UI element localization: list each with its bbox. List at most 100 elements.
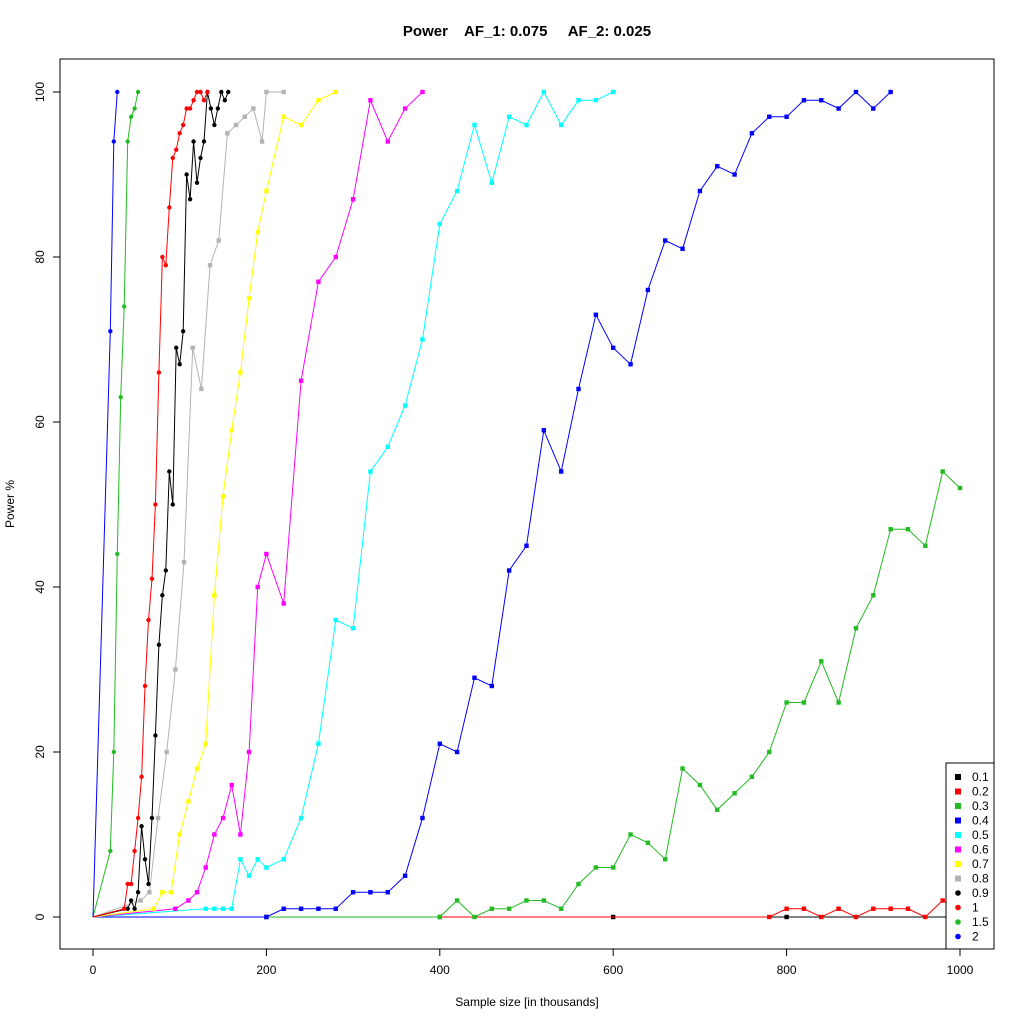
data-point	[732, 791, 737, 796]
data-point	[454, 898, 460, 903]
data-point	[402, 403, 408, 408]
data-point	[281, 857, 286, 862]
data-point	[255, 584, 260, 590]
x-tick-label: 400	[430, 963, 450, 977]
data-point	[888, 906, 893, 911]
data-point	[593, 98, 599, 103]
data-point	[156, 370, 162, 375]
data-point	[663, 857, 668, 862]
data-point	[489, 683, 495, 689]
data-point	[142, 857, 148, 862]
data-point	[139, 774, 144, 779]
data-point	[333, 906, 338, 911]
data-point	[316, 98, 321, 103]
data-point	[437, 221, 442, 227]
data-point	[663, 238, 668, 243]
data-point	[558, 469, 564, 474]
data-point	[225, 131, 230, 136]
data-point	[593, 312, 599, 317]
data-point	[238, 832, 243, 837]
data-point	[229, 782, 234, 788]
data-point	[836, 906, 841, 911]
data-point	[187, 106, 193, 111]
data-point	[186, 898, 191, 903]
data-point	[203, 865, 208, 870]
data-point	[203, 906, 208, 911]
y-tick-label: 20	[33, 745, 47, 759]
data-point	[173, 906, 178, 911]
data-point	[191, 139, 196, 144]
data-point	[576, 386, 581, 392]
data-point	[259, 139, 265, 144]
data-point	[402, 106, 408, 111]
data-point	[163, 568, 169, 573]
data-point	[853, 914, 859, 920]
data-point	[170, 502, 175, 507]
data-point	[819, 659, 824, 664]
series-line	[92, 91, 118, 918]
data-point	[558, 122, 564, 128]
data-point	[246, 296, 252, 301]
data-point	[524, 543, 529, 548]
data-point	[680, 766, 685, 771]
data-point	[190, 345, 195, 350]
data-point	[350, 890, 356, 895]
data-point	[194, 766, 200, 771]
data-point	[281, 89, 286, 95]
data-point	[767, 914, 772, 920]
x-axis: 0 200 400 600 800 1000	[90, 948, 974, 977]
data-point	[940, 469, 945, 474]
data-point	[156, 642, 162, 647]
legend-label: 2	[972, 930, 979, 944]
data-point	[115, 551, 120, 557]
data-point	[298, 815, 304, 821]
data-point	[264, 865, 269, 870]
data-point	[167, 469, 172, 474]
data-point	[238, 857, 243, 862]
series-0-4	[93, 89, 893, 920]
legend-marker	[955, 875, 961, 882]
series-0-5	[92, 89, 616, 918]
data-point	[368, 890, 373, 895]
data-point	[135, 890, 141, 895]
data-point	[593, 865, 599, 870]
data-point	[611, 345, 616, 350]
data-point	[871, 106, 876, 111]
data-point	[298, 378, 304, 383]
data-point	[888, 527, 893, 532]
data-point	[125, 881, 130, 887]
data-point	[749, 131, 755, 136]
data-point	[923, 914, 928, 920]
series-line	[92, 91, 337, 918]
data-point	[128, 114, 134, 119]
x-tick-label: 0	[90, 963, 97, 977]
data-point	[108, 329, 113, 334]
data-point	[316, 906, 321, 911]
data-point	[541, 898, 547, 903]
data-point	[767, 114, 772, 119]
data-point	[246, 749, 252, 755]
y-tick-label: 60	[33, 415, 47, 429]
legend-label: 1	[972, 901, 979, 915]
legend-marker	[955, 788, 961, 795]
data-point	[180, 329, 186, 334]
data-point	[194, 180, 200, 185]
data-point	[184, 172, 189, 177]
series-1	[92, 89, 210, 918]
data-point	[333, 254, 338, 260]
data-point	[524, 122, 529, 128]
data-point	[191, 98, 196, 103]
data-point	[645, 287, 651, 293]
data-point	[128, 881, 134, 887]
data-point	[198, 155, 203, 161]
data-point	[132, 848, 137, 854]
data-point	[125, 139, 130, 144]
data-point	[420, 815, 425, 821]
data-point	[905, 527, 911, 532]
data-point	[264, 89, 269, 95]
legend-marker	[955, 933, 961, 940]
data-point	[180, 122, 186, 128]
data-point	[697, 188, 703, 194]
data-point	[836, 700, 841, 705]
data-point	[108, 848, 113, 854]
